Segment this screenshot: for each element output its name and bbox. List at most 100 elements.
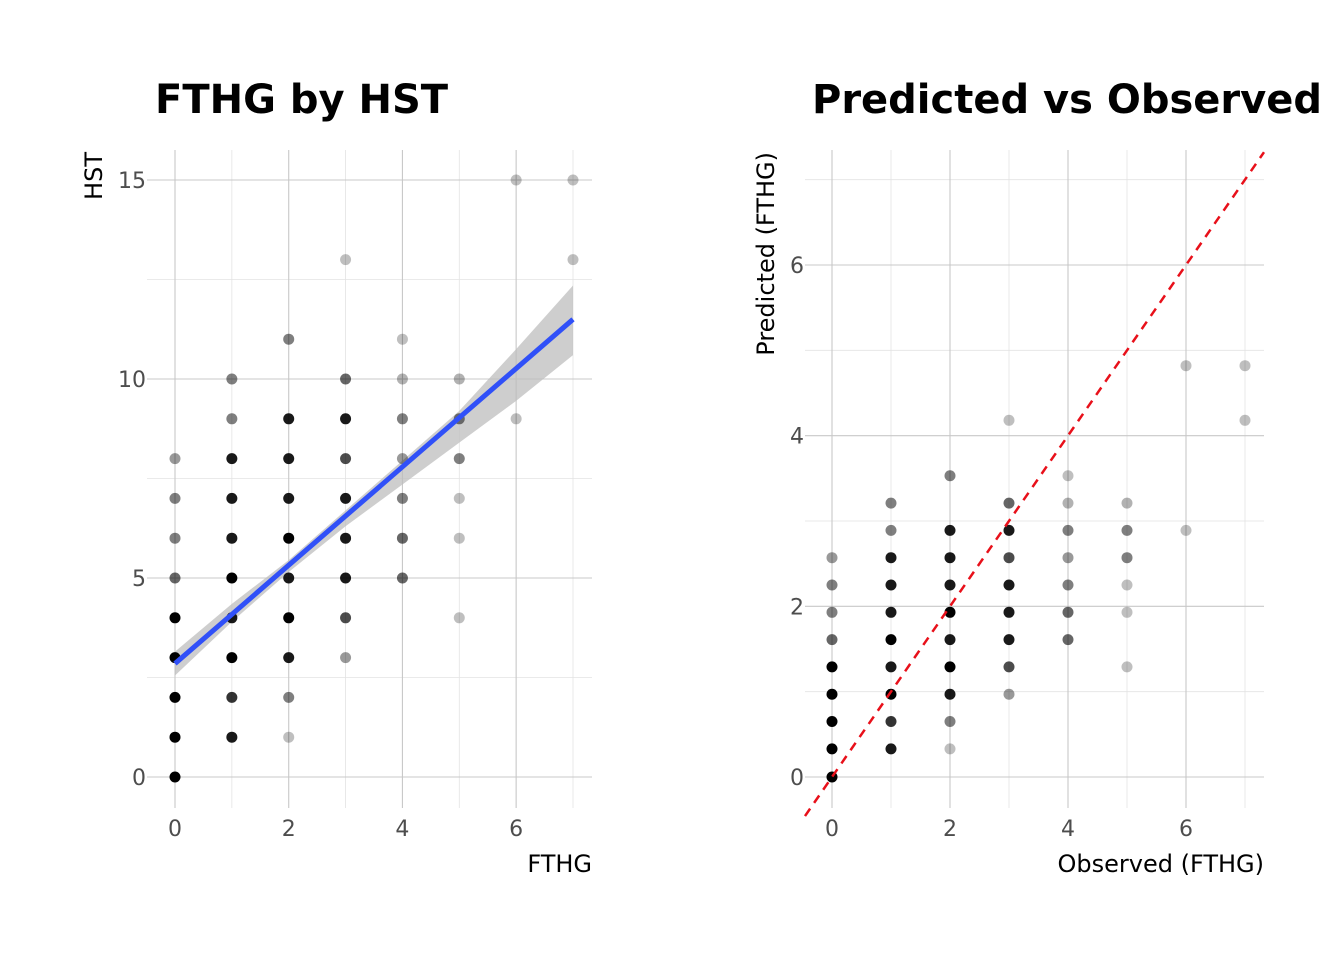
data-point bbox=[1003, 688, 1015, 700]
data-point bbox=[1062, 579, 1074, 591]
data-point bbox=[396, 572, 408, 584]
data-point bbox=[944, 661, 956, 673]
data-point bbox=[1121, 606, 1133, 618]
data-point bbox=[453, 612, 465, 624]
data-point bbox=[396, 333, 408, 345]
data-point bbox=[1121, 497, 1133, 509]
data-point bbox=[944, 688, 956, 700]
y-tick-label: 10 bbox=[118, 368, 146, 393]
identity-reference-line bbox=[803, 151, 1266, 817]
data-point bbox=[1003, 552, 1015, 564]
data-point bbox=[944, 743, 956, 755]
x-tick-label: 0 bbox=[825, 817, 839, 842]
data-point bbox=[944, 579, 956, 591]
data-point bbox=[1062, 470, 1074, 482]
y-tick-label: 5 bbox=[132, 567, 146, 592]
data-point bbox=[226, 731, 238, 743]
data-point bbox=[1121, 661, 1133, 673]
data-point bbox=[340, 453, 352, 465]
data-point bbox=[826, 688, 838, 700]
data-point bbox=[340, 612, 352, 624]
data-point bbox=[826, 634, 838, 646]
data-point bbox=[826, 552, 838, 564]
data-point bbox=[283, 413, 295, 425]
data-point bbox=[396, 492, 408, 504]
data-point bbox=[283, 731, 295, 743]
x-tick-label: 0 bbox=[168, 817, 182, 842]
data-point bbox=[169, 691, 181, 703]
points bbox=[826, 360, 1251, 783]
data-point bbox=[340, 532, 352, 544]
data-point bbox=[510, 413, 522, 425]
data-point bbox=[283, 333, 295, 345]
data-point bbox=[396, 532, 408, 544]
data-point bbox=[169, 731, 181, 743]
data-point bbox=[567, 254, 579, 266]
data-point bbox=[944, 552, 956, 564]
data-point bbox=[1062, 497, 1074, 509]
data-point bbox=[283, 612, 295, 624]
data-point bbox=[169, 771, 181, 783]
data-point bbox=[453, 453, 465, 465]
data-point bbox=[826, 743, 838, 755]
data-point bbox=[826, 579, 838, 591]
data-point bbox=[944, 524, 956, 536]
data-point bbox=[944, 716, 956, 728]
data-point bbox=[885, 743, 897, 755]
panel-fthg-by-hst: FTHG by HST 0 2 4 6 0 5 10 15 FTHG HST bbox=[80, 77, 592, 878]
y-tick-label: 6 bbox=[790, 254, 804, 279]
data-point bbox=[1003, 524, 1015, 536]
data-point bbox=[1062, 552, 1074, 564]
data-point bbox=[340, 492, 352, 504]
fit-line-group bbox=[173, 317, 575, 666]
data-point bbox=[453, 373, 465, 385]
data-point bbox=[885, 661, 897, 673]
data-point bbox=[226, 532, 238, 544]
x-tick-label: 2 bbox=[282, 817, 296, 842]
data-point bbox=[1121, 524, 1133, 536]
data-point bbox=[283, 492, 295, 504]
x-axis-label: Observed (FTHG) bbox=[1057, 850, 1264, 878]
chart-title: FTHG by HST bbox=[155, 77, 449, 123]
y-tick-labels: 0 2 4 6 bbox=[790, 254, 804, 791]
data-point bbox=[1003, 661, 1015, 673]
data-point bbox=[885, 579, 897, 591]
grid bbox=[147, 150, 592, 808]
data-point bbox=[226, 492, 238, 504]
data-point bbox=[226, 373, 238, 385]
data-point bbox=[1121, 552, 1133, 564]
y-tick-label: 15 bbox=[118, 169, 146, 194]
chart-title: Predicted vs Observed bbox=[812, 77, 1322, 123]
data-point bbox=[283, 572, 295, 584]
data-point bbox=[1003, 579, 1015, 591]
data-point bbox=[1003, 414, 1015, 426]
data-point bbox=[283, 691, 295, 703]
y-axis-label: HST bbox=[80, 152, 108, 200]
data-point bbox=[453, 532, 465, 544]
data-point bbox=[226, 572, 238, 584]
y-tick-labels: 0 5 10 15 bbox=[118, 169, 146, 791]
data-point bbox=[885, 524, 897, 536]
data-point bbox=[453, 492, 465, 504]
data-point bbox=[944, 634, 956, 646]
data-point bbox=[1121, 579, 1133, 591]
y-tick-label: 0 bbox=[790, 766, 804, 791]
y-tick-label: 4 bbox=[790, 425, 804, 450]
x-tick-labels: 0 2 4 6 bbox=[168, 817, 523, 842]
x-tick-label: 4 bbox=[1061, 817, 1075, 842]
x-tick-label: 4 bbox=[395, 817, 409, 842]
data-point bbox=[340, 413, 352, 425]
data-point bbox=[283, 652, 295, 664]
fit-line bbox=[173, 317, 575, 666]
data-point bbox=[340, 254, 352, 266]
data-point bbox=[169, 572, 181, 584]
x-tick-label: 6 bbox=[509, 817, 523, 842]
y-tick-label: 0 bbox=[132, 766, 146, 791]
x-axis-label: FTHG bbox=[527, 850, 592, 878]
x-tick-labels: 0 2 4 6 bbox=[825, 817, 1193, 842]
data-point bbox=[826, 661, 838, 673]
data-point bbox=[510, 174, 522, 186]
x-tick-label: 6 bbox=[1179, 817, 1193, 842]
data-point bbox=[885, 716, 897, 728]
